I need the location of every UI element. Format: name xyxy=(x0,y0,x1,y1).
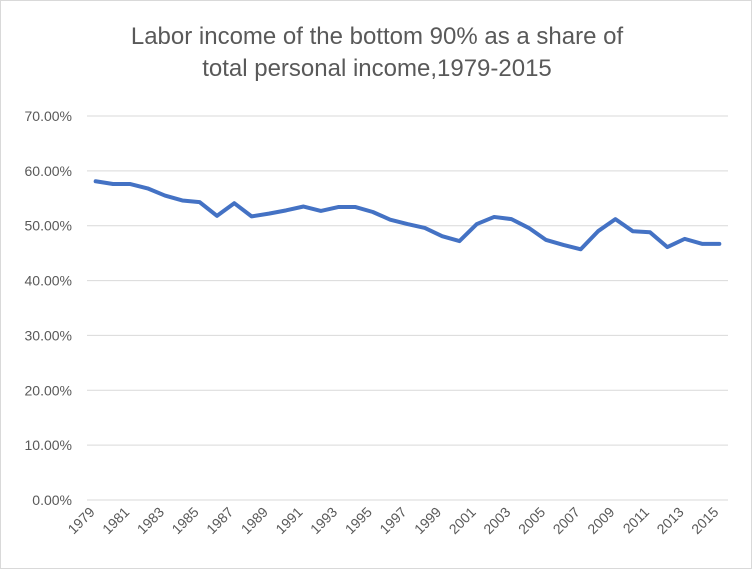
data-point xyxy=(561,243,565,247)
x-tick-label: 1997 xyxy=(376,504,409,537)
data-point xyxy=(250,214,254,218)
data-point xyxy=(700,242,704,246)
series-line xyxy=(93,179,722,252)
data-point xyxy=(613,217,617,221)
data-point xyxy=(492,215,496,219)
data-point xyxy=(111,182,115,186)
data-point xyxy=(509,217,513,221)
data-point xyxy=(232,201,236,205)
data-point xyxy=(388,218,392,222)
y-tick-label: 40.00% xyxy=(25,273,72,289)
data-point xyxy=(579,247,583,251)
data-point xyxy=(354,205,358,209)
x-tick-label: 2011 xyxy=(620,504,653,537)
chart-title-line-1: Labor income of the bottom 90% as a shar… xyxy=(130,23,624,50)
data-point xyxy=(215,214,219,218)
data-point xyxy=(457,239,461,243)
data-point xyxy=(631,229,635,233)
x-tick-label: 1995 xyxy=(342,504,375,537)
x-axis-tick-labels: 1979 1981 1983 1985 1987 1989 1991 1993 1995 1997… xyxy=(64,504,721,537)
data-point xyxy=(406,222,409,226)
x-tick-label: 1987 xyxy=(203,504,236,537)
x-tick-label: 1991 xyxy=(272,504,305,537)
data-point xyxy=(596,229,600,233)
data-point xyxy=(440,234,444,238)
data-point xyxy=(180,198,184,202)
data-point xyxy=(665,245,669,249)
x-tick-label: 1983 xyxy=(134,504,167,537)
x-tick-label: 2001 xyxy=(446,504,479,537)
data-point xyxy=(163,194,167,198)
x-tick-label: 2015 xyxy=(688,504,721,537)
chart-title-line-2: total personal income,1979-2015 xyxy=(202,55,552,82)
x-tick-label: 1985 xyxy=(168,504,201,537)
x-tick-label: 2007 xyxy=(550,504,583,537)
data-point xyxy=(302,205,306,209)
y-tick-label: 70.00% xyxy=(25,108,72,124)
x-tick-label: 1989 xyxy=(238,504,271,537)
x-tick-label: 2009 xyxy=(584,504,617,537)
data-point xyxy=(544,238,548,242)
data-point xyxy=(717,242,721,246)
x-tick-label: 2013 xyxy=(653,504,686,537)
data-point xyxy=(475,222,479,226)
x-tick-label: 2003 xyxy=(480,504,513,537)
x-tick-label: 1993 xyxy=(307,504,340,537)
y-tick-label: 20.00% xyxy=(25,382,72,398)
y-tick-label: 60.00% xyxy=(25,163,72,179)
data-point xyxy=(371,210,375,214)
series-layer xyxy=(93,179,722,252)
x-tick-label: 2005 xyxy=(515,504,548,537)
chart-title: Labor income of the bottom 90% as a shar… xyxy=(1,21,752,85)
data-point xyxy=(128,182,132,186)
gridlines xyxy=(87,115,728,501)
data-point xyxy=(683,237,687,241)
data-point xyxy=(319,209,323,213)
data-point xyxy=(284,208,288,212)
y-tick-label: 10.00% xyxy=(25,437,72,453)
data-point xyxy=(336,205,340,209)
x-tick-label: 1981 xyxy=(99,504,132,537)
data-point xyxy=(267,212,271,216)
data-point xyxy=(648,230,652,234)
data-point xyxy=(94,179,98,183)
data-point xyxy=(423,226,427,230)
x-tick-label: 1979 xyxy=(64,504,97,537)
x-tick-label: 1999 xyxy=(411,504,444,537)
y-axis-tick-labels: 0.00% 10.00% 20.00% 30.00% 40.00% 50.00% 60.00… xyxy=(25,108,72,508)
y-tick-label: 0.00% xyxy=(32,492,72,508)
y-tick-label: 50.00% xyxy=(25,218,72,234)
data-point xyxy=(146,186,150,190)
data-point xyxy=(527,226,531,230)
data-point xyxy=(198,200,202,204)
y-tick-label: 30.00% xyxy=(25,327,72,343)
